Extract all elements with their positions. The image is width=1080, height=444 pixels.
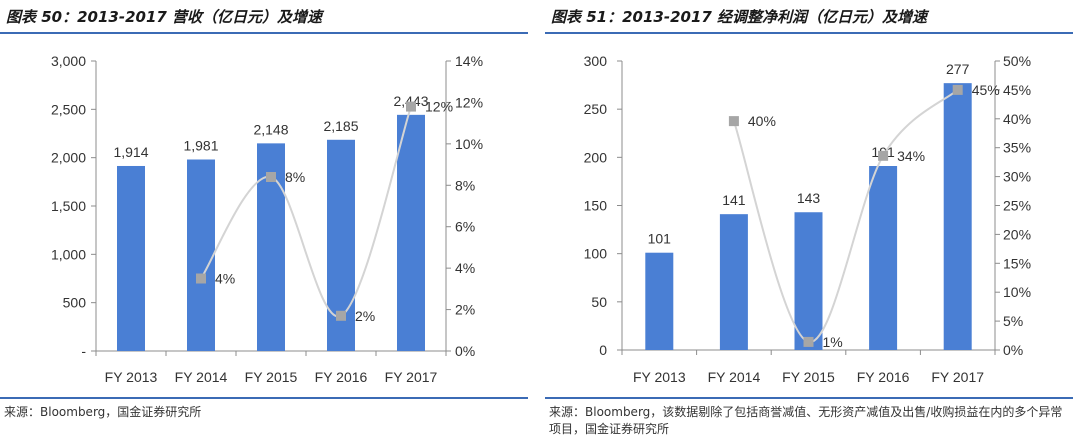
growth-label: 12%	[425, 99, 453, 115]
x-tick-label: FY 2016	[315, 369, 368, 385]
right-tick-label: 2%	[455, 302, 475, 318]
growth-line	[200, 106, 412, 318]
growth-label: 4%	[215, 271, 235, 287]
right-tick-label: 30%	[1003, 169, 1031, 185]
bar-value-label: 1,914	[113, 144, 148, 160]
left-tick-label: 100	[584, 246, 608, 262]
net-profit-chart: 0 50 100 150 200 250 300 0% 5% 10% 15% 20% 25% 30% 35%…	[584, 53, 1031, 385]
growth-label: 8%	[285, 169, 305, 185]
bar	[719, 214, 748, 350]
bar-value-label: 141	[722, 192, 746, 208]
right-tick-label: 20%	[1003, 226, 1031, 242]
left-tick-label: 200	[584, 149, 608, 165]
bar-value-label: 101	[648, 231, 672, 247]
left-tick-label: 2,000	[51, 150, 86, 166]
left-tick-label: 1,500	[51, 198, 86, 214]
source-note: 来源：Bloomberg，该数据剔除了包括商誉减值、无形资产减值及出售/收购损益…	[549, 405, 1063, 436]
left-tick-label: 0	[599, 342, 607, 358]
bar	[397, 114, 425, 352]
title-rule	[0, 32, 528, 34]
right-tick-label: 15%	[1003, 255, 1031, 271]
x-tick-label: FY 2016	[857, 369, 910, 385]
left-tick-label: 500	[63, 295, 87, 311]
growth-marker	[803, 336, 814, 347]
growth-label: 34%	[897, 148, 925, 164]
growth-marker	[952, 84, 963, 95]
right-tick-label: 45%	[1003, 82, 1031, 98]
chart-title: 图表 50：2013-2017 营收（亿日元）及增速	[6, 8, 323, 26]
left-tick-label: 50	[591, 294, 607, 310]
bar	[943, 83, 972, 350]
x-tick-label: FY 2014	[708, 369, 761, 385]
bar-value-label: 2,443	[393, 93, 428, 109]
x-tick-label: FY 2017	[385, 369, 438, 385]
right-tick-label: 4%	[455, 260, 475, 276]
source-note: 来源：Bloomberg，国金证券研究所	[4, 405, 202, 419]
x-tick-label: FY 2013	[105, 369, 158, 385]
right-tick-label: 0%	[455, 343, 475, 359]
title-rule	[545, 32, 1073, 34]
source-rule	[545, 397, 1073, 399]
left-tick-label: 250	[584, 101, 608, 117]
right-tick-label: 35%	[1003, 140, 1031, 156]
growth-marker	[196, 273, 206, 284]
growth-line	[732, 89, 959, 343]
growth-label: 2%	[355, 308, 375, 324]
bar-value-label: 2,185	[323, 118, 358, 134]
x-tick-label: FY 2015	[245, 369, 298, 385]
left-tick-label: 2,500	[51, 101, 86, 117]
growth-label: 40%	[748, 113, 776, 129]
right-tick-label: 12%	[455, 94, 483, 110]
bar	[869, 166, 898, 350]
bar	[794, 212, 823, 350]
growth-label: 45%	[972, 82, 1000, 98]
bar-value-label: 143	[797, 190, 821, 206]
right-tick-label: 40%	[1003, 111, 1031, 127]
bar-value-label: 277	[946, 61, 970, 77]
right-tick-label: 50%	[1003, 53, 1031, 69]
right-tick-label: 10%	[1003, 284, 1031, 300]
left-tick-label: 150	[584, 198, 608, 214]
growth-marker	[406, 101, 416, 112]
left-tick-label: 300	[584, 53, 608, 69]
x-tick-label: FY 2015	[782, 369, 835, 385]
growth-marker	[728, 116, 739, 127]
chart-title: 图表 51：2013-2017 经调整净利润（亿日元）及增速	[551, 8, 928, 26]
right-tick-label: 25%	[1003, 198, 1031, 214]
x-tick-label: FY 2013	[633, 369, 686, 385]
x-tick-label: FY 2014	[175, 369, 228, 385]
bar	[645, 252, 674, 350]
left-tick-label: 1,000	[51, 246, 86, 262]
growth-marker	[878, 150, 889, 161]
right-tick-label: 5%	[1003, 313, 1023, 329]
right-tick-label: 6%	[455, 219, 475, 235]
revenue-panel: 图表 50：2013-2017 营收（亿日元）及增速 - 500 1,000 1,50…	[0, 0, 530, 444]
source-rule	[0, 397, 528, 399]
x-tick-label: FY 2017	[931, 369, 984, 385]
revenue-chart: - 500 1,000 1,500 2,000 2,500 3,000 0% 2% 4% 6% 8% 1…	[51, 53, 483, 385]
growth-marker	[336, 310, 346, 321]
right-tick-label: 10%	[455, 136, 483, 152]
growth-label: 1%	[823, 334, 843, 350]
bar	[117, 165, 145, 351]
right-tick-label: 0%	[1003, 342, 1023, 358]
growth-marker	[266, 172, 276, 182]
right-tick-label: 14%	[455, 53, 483, 69]
bar-value-label: 1,981	[183, 138, 218, 154]
bar-value-label: 2,148	[253, 121, 288, 137]
left-tick-label: -	[81, 343, 86, 359]
bar	[187, 159, 215, 351]
right-tick-label: 8%	[455, 177, 475, 193]
net-profit-panel: 图表 51：2013-2017 经调整净利润（亿日元）及增速 0 50 100 150…	[545, 0, 1075, 444]
left-tick-label: 3,000	[51, 53, 86, 69]
